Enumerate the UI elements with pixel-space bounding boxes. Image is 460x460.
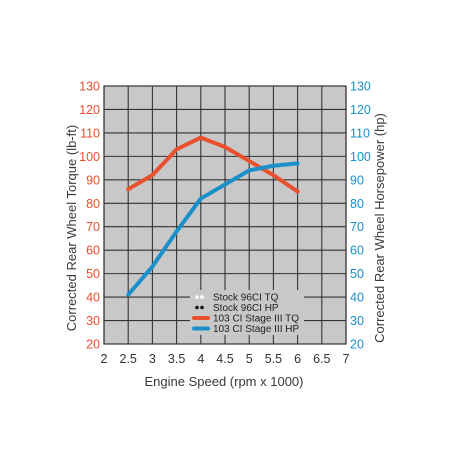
x-tick-label: 2 — [101, 352, 108, 366]
right-tick-label: 40 — [350, 291, 364, 305]
left-tick-label: 20 — [86, 338, 100, 352]
right-tick-label: 90 — [350, 173, 364, 187]
series-line-3 — [126, 135, 300, 194]
left-tick-label: 40 — [86, 291, 100, 305]
x-tick-label: 2.5 — [120, 352, 137, 366]
x-tick-label: 3 — [149, 352, 156, 366]
legend-label: 103 CI Stage III TQ — [213, 314, 299, 325]
left-tick-label: 80 — [86, 197, 100, 211]
legend-label: 103 CI Stage III HP — [213, 324, 299, 335]
x-tick-label: 6 — [294, 352, 301, 366]
x-tick-label: 4.5 — [216, 352, 233, 366]
right-axis-title: Corrected Rear Wheel Horsepower (hp) — [372, 113, 387, 343]
right-tick-label: 70 — [350, 220, 364, 234]
x-tick-label: 3.5 — [168, 352, 185, 366]
right-tick-label: 80 — [350, 197, 364, 211]
right-tick-label: 130 — [350, 80, 371, 94]
left-tick-label: 50 — [86, 267, 100, 281]
x-tick-label: 4 — [197, 352, 204, 366]
right-tick-label: 20 — [350, 338, 364, 352]
left-tick-label: 100 — [79, 150, 100, 164]
legend-marker-dot — [200, 305, 204, 310]
x-tick-label: 5 — [246, 352, 253, 366]
plot-border — [103, 85, 347, 345]
right-tick-label: 50 — [350, 267, 364, 281]
legend-marker-dot — [195, 305, 199, 310]
left-tick-label: 130 — [79, 80, 100, 94]
right-tick-label: 60 — [350, 244, 364, 258]
series-line-4 — [126, 161, 300, 297]
legend-marker-dot — [195, 295, 199, 299]
x-tick-label: 6.5 — [313, 352, 330, 366]
right-tick-label: 120 — [350, 103, 371, 117]
left-tick-label: 60 — [86, 244, 100, 258]
x-tick-label: 7 — [343, 352, 350, 366]
right-tick-label: 100 — [350, 150, 371, 164]
left-tick-label: 70 — [86, 220, 100, 234]
left-tick-label: 120 — [79, 103, 100, 117]
legend-label: Stock 96CI TQ — [213, 293, 279, 304]
left-tick-label: 30 — [86, 314, 100, 328]
left-tick-label: 110 — [80, 126, 100, 140]
left-axis-title: Corrected Rear Wheel Torque (lb-ft) — [64, 125, 79, 331]
legend-label: Stock 96CI HP — [213, 303, 279, 314]
x-tick-label: 5.5 — [265, 352, 282, 366]
right-tick-label: 30 — [350, 314, 364, 328]
x-axis-title: Engine Speed (rpm x 1000) — [145, 374, 304, 389]
left-tick-label: 90 — [86, 173, 100, 187]
legend-marker-dot — [200, 295, 204, 299]
right-tick-label: 110 — [350, 126, 370, 140]
